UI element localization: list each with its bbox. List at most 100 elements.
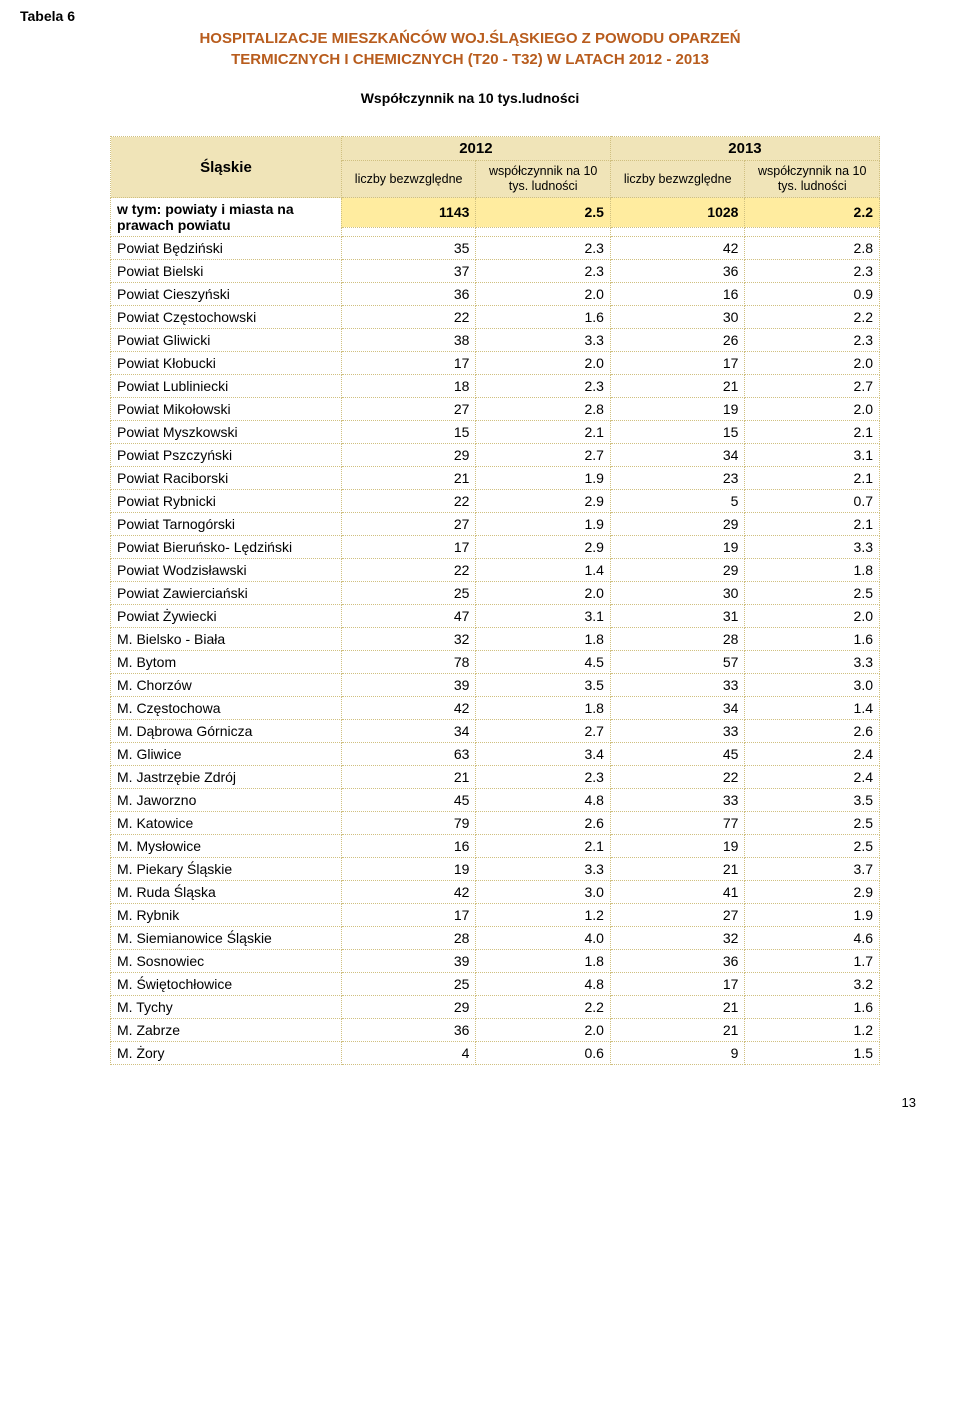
row-r2: 2.4 <box>745 743 880 766</box>
row-a1: 47 <box>341 605 476 628</box>
table-row: M. Katowice792.6772.5 <box>111 812 880 835</box>
row-a2: 21 <box>610 996 745 1019</box>
row-a2: 19 <box>610 398 745 421</box>
col-rate-2012: współczynnik na 10 tys. ludności <box>476 161 611 198</box>
row-name: M. Jaworzno <box>111 789 342 812</box>
row-name: M. Sosnowiec <box>111 950 342 973</box>
row-a1: 21 <box>341 467 476 490</box>
row-r1: 1.9 <box>476 513 611 536</box>
table-row: M. Siemianowice Śląskie284.0324.6 <box>111 927 880 950</box>
row-name: M. Ruda Śląska <box>111 881 342 904</box>
row-r2: 1.4 <box>745 697 880 720</box>
row-a2: 16 <box>610 283 745 306</box>
row-r2: 3.3 <box>745 651 880 674</box>
row-a1: 35 <box>341 237 476 260</box>
row-a1: 38 <box>341 329 476 352</box>
row-r2: 2.1 <box>745 421 880 444</box>
row-r2: 1.5 <box>745 1042 880 1065</box>
row-name: M. Zabrze <box>111 1019 342 1042</box>
table-row: Powiat Mikołowski272.8192.0 <box>111 398 880 421</box>
row-r1: 4.8 <box>476 973 611 996</box>
row-name: Powiat Częstochowski <box>111 306 342 329</box>
row-name: Powiat Bieruńsko- Lędziński <box>111 536 342 559</box>
row-r1: 3.5 <box>476 674 611 697</box>
row-r1: 2.3 <box>476 237 611 260</box>
row-a2: 9 <box>610 1042 745 1065</box>
table-row: M. Częstochowa421.8341.4 <box>111 697 880 720</box>
row-a1: 16 <box>341 835 476 858</box>
table-row: M. Sosnowiec391.8361.7 <box>111 950 880 973</box>
row-name: M. Gliwice <box>111 743 342 766</box>
row-a2: 29 <box>610 513 745 536</box>
row-r1: 4.0 <box>476 927 611 950</box>
row-r2: 2.5 <box>745 835 880 858</box>
row-r1: 3.1 <box>476 605 611 628</box>
row-a2: 17 <box>610 352 745 375</box>
row-name: Powiat Gliwicki <box>111 329 342 352</box>
table-row: M. Mysłowice162.1192.5 <box>111 835 880 858</box>
row-a2: 33 <box>610 789 745 812</box>
row-a1: 39 <box>341 950 476 973</box>
row-a2: 23 <box>610 467 745 490</box>
row-name: Powiat Wodzisławski <box>111 559 342 582</box>
row-r2: 1.9 <box>745 904 880 927</box>
row-r2: 1.6 <box>745 628 880 651</box>
row-r1: 1.8 <box>476 628 611 651</box>
row-r1: 2.7 <box>476 444 611 467</box>
row-r1: 2.7 <box>476 720 611 743</box>
row-r1: 1.9 <box>476 467 611 490</box>
subhead-label: w tym: powiaty i miasta na prawach powia… <box>111 198 342 237</box>
row-r1: 1.2 <box>476 904 611 927</box>
total-abs-2013: 1028 <box>610 198 745 228</box>
table-row: Powiat Kłobucki172.0172.0 <box>111 352 880 375</box>
row-name: Powiat Bielski <box>111 260 342 283</box>
row-name: M. Częstochowa <box>111 697 342 720</box>
table-row: M. Bielsko - Biała321.8281.6 <box>111 628 880 651</box>
row-r2: 2.1 <box>745 467 880 490</box>
row-a2: 36 <box>610 950 745 973</box>
row-r1: 2.3 <box>476 766 611 789</box>
row-a1: 63 <box>341 743 476 766</box>
row-r1: 2.8 <box>476 398 611 421</box>
table-row: Powiat Zawierciański252.0302.5 <box>111 582 880 605</box>
row-r1: 2.1 <box>476 421 611 444</box>
row-a2: 57 <box>610 651 745 674</box>
table-row: M. Chorzów393.5333.0 <box>111 674 880 697</box>
subtitle: Współczynnik na 10 tys.ludności <box>20 90 920 106</box>
row-a2: 34 <box>610 697 745 720</box>
table-row: M. Gliwice633.4452.4 <box>111 743 880 766</box>
row-r2: 2.3 <box>745 329 880 352</box>
table-row: M. Ruda Śląska423.0412.9 <box>111 881 880 904</box>
row-name: Powiat Kłobucki <box>111 352 342 375</box>
year-header-row: Śląskie 2012 2013 <box>111 137 880 161</box>
table-row: Powiat Rybnicki222.950.7 <box>111 490 880 513</box>
title-line-2: TERMICZNYCH I CHEMICZNYCH (T20 - T32) W … <box>20 49 920 70</box>
row-r1: 3.0 <box>476 881 611 904</box>
row-r1: 3.3 <box>476 329 611 352</box>
row-a2: 34 <box>610 444 745 467</box>
row-a2: 27 <box>610 904 745 927</box>
table-row: M. Piekary Śląskie193.3213.7 <box>111 858 880 881</box>
row-a1: 32 <box>341 628 476 651</box>
row-name: Powiat Raciborski <box>111 467 342 490</box>
row-a1: 27 <box>341 513 476 536</box>
row-a2: 32 <box>610 927 745 950</box>
table-row: Powiat Lubliniecki182.3212.7 <box>111 375 880 398</box>
row-a1: 22 <box>341 559 476 582</box>
row-r1: 2.0 <box>476 283 611 306</box>
row-r1: 1.4 <box>476 559 611 582</box>
row-a2: 17 <box>610 973 745 996</box>
row-a1: 28 <box>341 927 476 950</box>
row-r2: 0.9 <box>745 283 880 306</box>
row-r2: 2.5 <box>745 812 880 835</box>
row-r1: 3.3 <box>476 858 611 881</box>
row-a1: 39 <box>341 674 476 697</box>
row-r2: 2.5 <box>745 582 880 605</box>
table-row: Powiat Będziński352.3422.8 <box>111 237 880 260</box>
row-name: Powiat Zawierciański <box>111 582 342 605</box>
table-row: M. Bytom784.5573.3 <box>111 651 880 674</box>
row-a2: 21 <box>610 375 745 398</box>
row-a1: 36 <box>341 283 476 306</box>
row-r2: 0.7 <box>745 490 880 513</box>
row-r1: 2.6 <box>476 812 611 835</box>
